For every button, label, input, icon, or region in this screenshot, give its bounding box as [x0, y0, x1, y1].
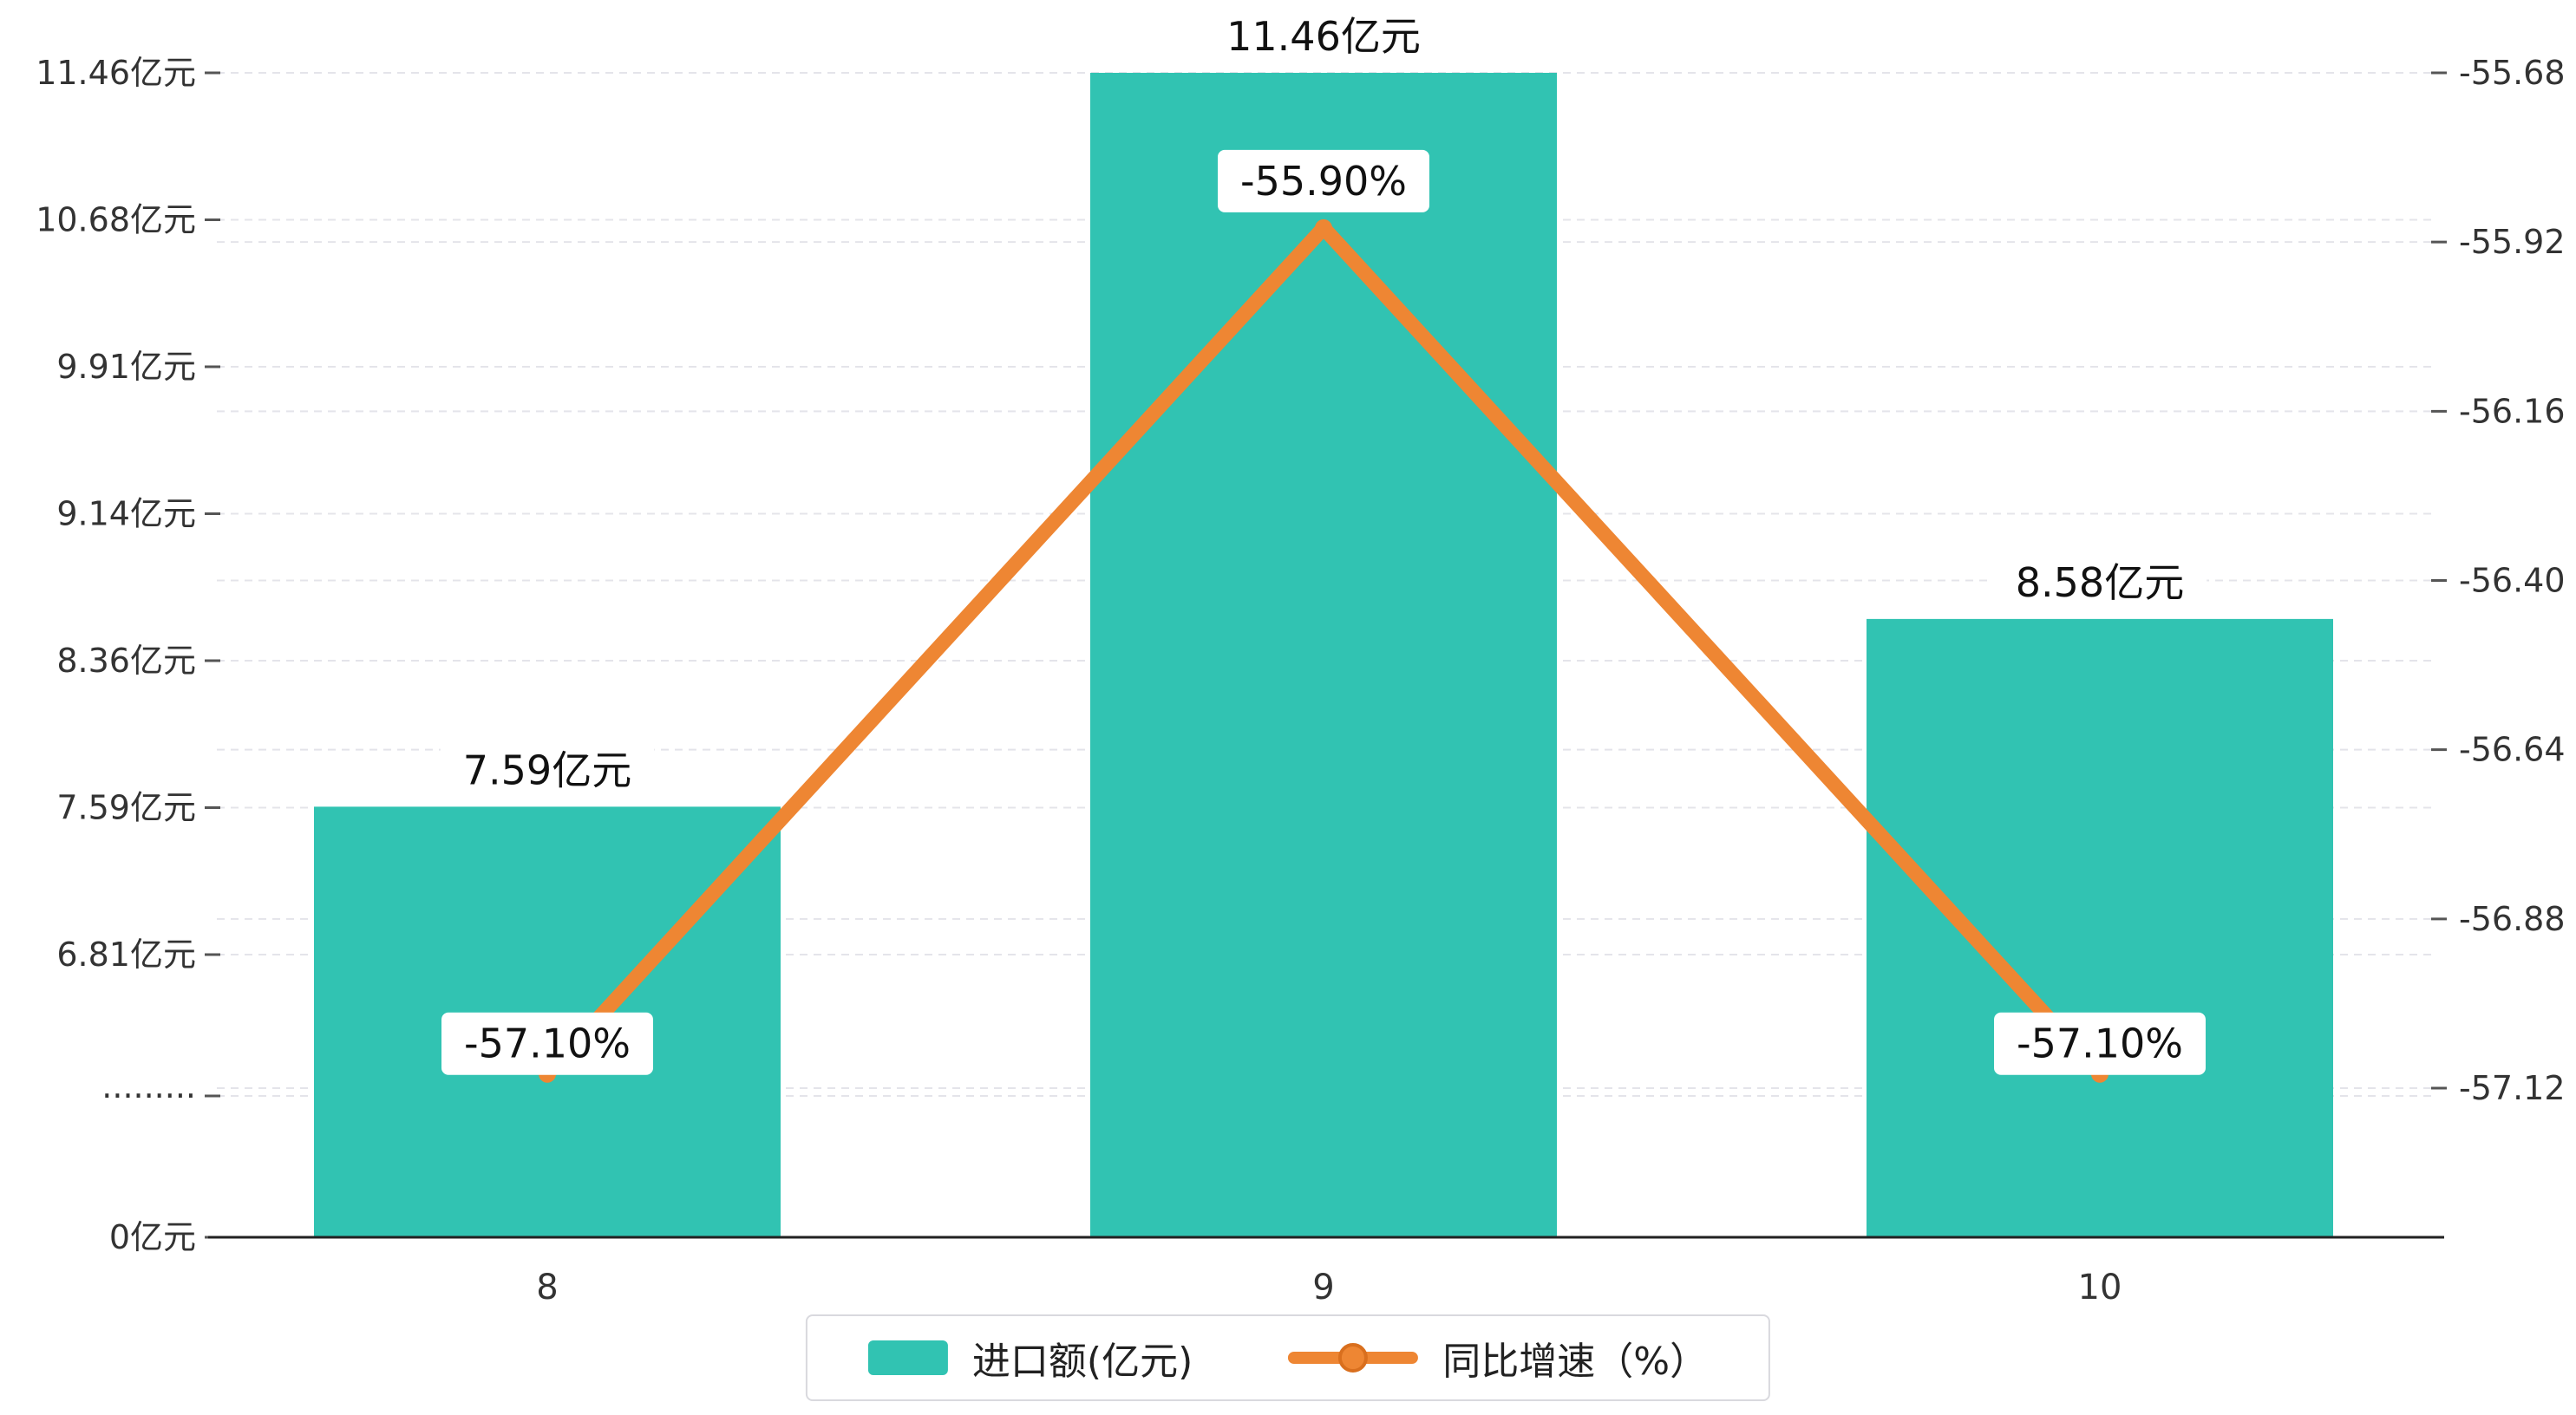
- bar-value-label: 8.58亿元: [2016, 559, 2184, 606]
- right-axis-tick-label: -57.12: [2459, 1069, 2566, 1107]
- growth-value-label: -57.10%: [464, 1020, 631, 1067]
- right-axis-tick-label: -55.92: [2459, 223, 2566, 261]
- x-axis-category-label: 9: [1312, 1268, 1334, 1307]
- left-axis-tick-label: 9.14亿元: [56, 495, 196, 533]
- bar-value-label-bg: [1992, 551, 2207, 614]
- line-series-marker-icon: [1288, 1340, 1419, 1375]
- bar-value-label-bg: [440, 739, 655, 802]
- left-axis-tick-label: 7.59亿元: [56, 789, 196, 827]
- right-axis-tick-label: -56.16: [2459, 392, 2566, 430]
- x-axis-category-label: 8: [536, 1268, 558, 1307]
- legend-item-import-amount[interactable]: 进口额(亿元): [867, 1330, 1193, 1386]
- x-axis-category-label: 10: [2078, 1268, 2122, 1307]
- growth-value-label-bg: [1218, 149, 1429, 212]
- growth-value-label: -57.10%: [2017, 1020, 2183, 1067]
- growth-value-label-bg: [1994, 1012, 2206, 1075]
- line-series-label: 同比增速（%）: [1442, 1340, 1709, 1384]
- bar-value-label: 11.46亿元: [1226, 13, 1421, 60]
- bar-month-9[interactable]: [1090, 73, 1557, 1237]
- right-axis-tick-label: -56.64: [2459, 731, 2566, 769]
- right-axis-tick-label: -56.88: [2459, 900, 2566, 938]
- left-axis-tick-label: 10.68亿元: [36, 201, 196, 239]
- left-axis-tick-label: 9.91亿元: [56, 348, 196, 386]
- left-axis-tick-label: 11.46亿元: [36, 54, 196, 92]
- left-axis-tick-label: ·········: [101, 1077, 196, 1115]
- bar-series-swatch-icon: [867, 1340, 948, 1375]
- line-marker-dot-icon: [1338, 1343, 1369, 1373]
- legend: 进口额(亿元) 同比增速（%）: [805, 1314, 1771, 1401]
- growth-line-point-9[interactable]: [1315, 218, 1332, 237]
- bar-value-label-bg: [1204, 5, 1443, 68]
- bar-month-10[interactable]: [1867, 618, 2333, 1237]
- left-axis-tick-label: 6.81亿元: [56, 936, 196, 974]
- left-axis-tick-label: 0亿元: [109, 1218, 196, 1256]
- growth-value-label-bg: [441, 1012, 653, 1075]
- bar-series-label: 进口额(亿元): [971, 1340, 1193, 1384]
- bar-value-label: 7.59亿元: [463, 747, 631, 793]
- left-axis-tick-label: 8.36亿元: [56, 642, 196, 680]
- right-axis-tick-label: -55.68: [2459, 54, 2566, 92]
- growth-value-label: -55.90%: [1240, 158, 1407, 205]
- right-axis-tick-label: -56.40: [2459, 562, 2566, 600]
- legend-item-yoy-growth[interactable]: 同比增速（%）: [1288, 1330, 1708, 1386]
